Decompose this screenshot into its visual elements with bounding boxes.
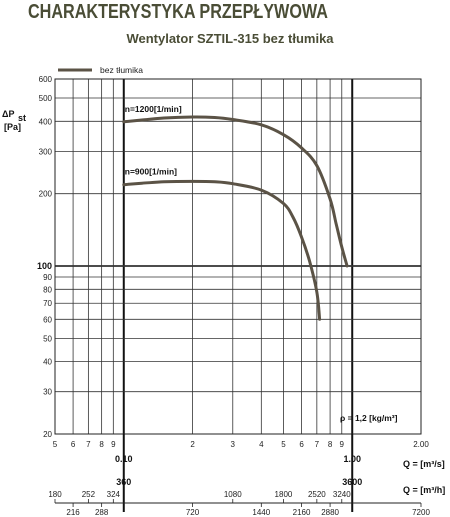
secondary-bottom-tick-label: 720 xyxy=(186,508,200,517)
y-tick-label: 50 xyxy=(43,334,52,343)
secondary-top-tick-label: 252 xyxy=(82,490,96,499)
x-tick-label: 6 xyxy=(71,440,76,449)
secondary-bottom-tick-label: 2160 xyxy=(293,508,311,517)
secondary-top-tick-label: 3240 xyxy=(333,490,351,499)
x-tick-label: 2.00 xyxy=(413,440,429,449)
density-annotation: ρ = 1,2 [kg/m³] xyxy=(340,413,398,423)
y-tick-label: 200 xyxy=(39,190,53,199)
x-major-tick-label: 1.00 xyxy=(343,454,361,464)
x-tick-label: 9 xyxy=(340,440,345,449)
secondary-axis-bottom-ticks: 216 288 720 1440 2160 2880 7200 xyxy=(66,503,430,517)
y-tick-label: 20 xyxy=(43,430,52,439)
secondary-bottom-tick-label: 216 xyxy=(66,508,80,517)
y-tick-label: 60 xyxy=(43,315,52,324)
page-title: CHARAKTERYSTYKA PRZEPŁYWOWA xyxy=(28,1,328,23)
secondary-bottom-tick-label: 288 xyxy=(95,508,109,517)
legend: bez tłumika xyxy=(58,65,143,75)
x-axis-ticks: 5 6 7 8 9 2 3 4 5 6 7 8 9 2.00 xyxy=(53,440,430,449)
y-tick-label: 500 xyxy=(39,94,53,103)
grid xyxy=(55,79,421,434)
y-tick-label: 600 xyxy=(39,75,53,84)
series-line-1 xyxy=(122,115,349,268)
secondary-major-tick-label: 360 xyxy=(116,477,131,487)
y-axis-label-main: ΔP xyxy=(2,109,14,119)
secondary-top-tick-label: 2520 xyxy=(308,490,326,499)
x-tick-label: 7 xyxy=(86,440,91,449)
secondary-bottom-tick-label: 1440 xyxy=(252,508,270,517)
y-tick-label: 30 xyxy=(43,388,52,397)
plot-frame xyxy=(54,78,422,435)
page-subtitle: Wentylator SZTIL-315 bez tłumika xyxy=(126,31,334,46)
y-axis-label: ΔP st [Pa] xyxy=(2,109,26,132)
secondary-axis-top-ticks: 180 252 324 1080 1800 2520 3240 xyxy=(48,490,351,503)
x-unit-label-m3h: Q = [m³/h] xyxy=(403,485,445,495)
secondary-axis-major-ticks: 360 3600 xyxy=(116,477,362,487)
x-tick-label: 2 xyxy=(190,440,195,449)
secondary-top-tick-label: 1080 xyxy=(224,490,242,499)
y-axis-label-unit: [Pa] xyxy=(4,122,21,132)
x-major-tick-label: 0.10 xyxy=(115,454,133,464)
x-tick-label: 8 xyxy=(328,440,333,449)
secondary-major-tick-label: 3600 xyxy=(342,477,362,487)
y-tick-label: 70 xyxy=(43,299,52,308)
secondary-bottom-tick-label: 2880 xyxy=(321,508,339,517)
x-tick-label: 9 xyxy=(111,440,116,449)
x-tick-label: 3 xyxy=(231,440,236,449)
x-tick-label: 5 xyxy=(281,440,286,449)
y-tick-label: 40 xyxy=(43,358,52,367)
series-line-2 xyxy=(122,179,322,321)
x-tick-label: 8 xyxy=(99,440,104,449)
x-unit-label-m3s: Q = [m³/s] xyxy=(403,459,445,469)
legend-label: bez tłumika xyxy=(100,65,143,75)
x-tick-label: 7 xyxy=(315,440,320,449)
y-tick-label: 80 xyxy=(43,285,52,294)
x-axis-major-ticks: 0.10 1.00 xyxy=(115,434,361,512)
y-axis-ticks: 20 30 40 50 60 70 80 90 100 200 300 400 500 600 xyxy=(37,75,53,439)
y-tick-label: 300 xyxy=(39,147,53,156)
series-label-1: n=1200[1/min] xyxy=(125,104,182,114)
x-tick-label: 6 xyxy=(299,440,304,449)
series-layer: n=1200[1/min] n=900[1/min] xyxy=(122,104,349,321)
series-label-2: n=900[1/min] xyxy=(125,167,177,177)
y-tick-label: 90 xyxy=(43,273,52,282)
secondary-top-tick-label: 180 xyxy=(48,490,62,499)
secondary-top-tick-label: 1800 xyxy=(275,490,293,499)
secondary-top-tick-label: 324 xyxy=(107,490,121,499)
x-tick-label: 5 xyxy=(53,440,58,449)
secondary-bottom-tick-label: 7200 xyxy=(412,508,430,517)
y-axis-label-sub: st xyxy=(18,113,26,123)
y-tick-label: 100 xyxy=(37,261,52,271)
x-tick-label: 4 xyxy=(259,440,264,449)
secondary-axis: 360 3600 180 252 324 1080 1800 2520 3240 216 288… xyxy=(48,477,445,517)
y-tick-label: 400 xyxy=(39,117,53,126)
